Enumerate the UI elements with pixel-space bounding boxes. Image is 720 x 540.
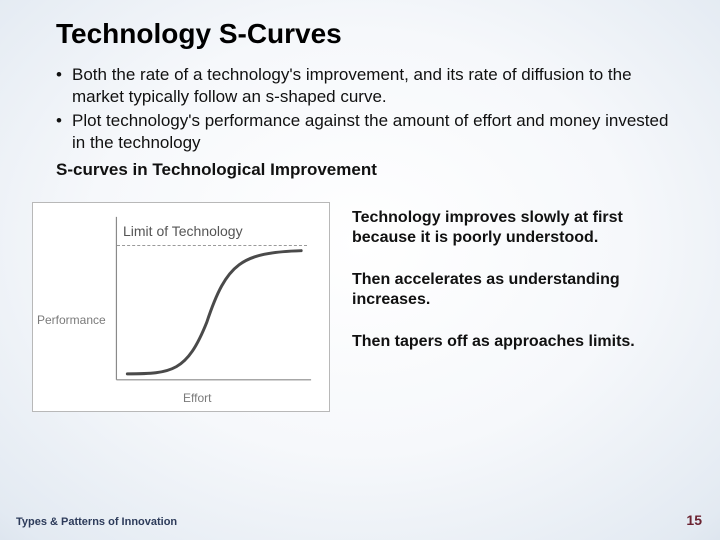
y-axis-label: Performance bbox=[37, 313, 106, 327]
slide: Technology S-Curves Both the rate of a t… bbox=[0, 0, 720, 540]
bullet-list: Both the rate of a technology's improvem… bbox=[56, 64, 682, 154]
content-row: Limit of Technology Performance Effort T… bbox=[56, 202, 682, 412]
side-notes: Technology improves slowly at first beca… bbox=[352, 202, 682, 374]
bullet-item: Both the rate of a technology's improvem… bbox=[56, 64, 682, 108]
bullet-item: Plot technology's performance against th… bbox=[56, 110, 682, 154]
note-paragraph: Then accelerates as understanding increa… bbox=[352, 270, 682, 310]
limit-of-technology-line bbox=[117, 245, 307, 246]
slide-title: Technology S-Curves bbox=[56, 18, 682, 50]
note-paragraph: Then tapers off as approaches limits. bbox=[352, 332, 682, 352]
note-paragraph: Technology improves slowly at first beca… bbox=[352, 208, 682, 248]
footer-left: Types & Patterns of Innovation bbox=[16, 516, 177, 528]
s-curve-chart: Limit of Technology Performance Effort bbox=[32, 202, 330, 412]
page-number: 15 bbox=[686, 512, 702, 528]
s-curve-line bbox=[127, 251, 301, 374]
x-axis-label: Effort bbox=[183, 391, 211, 405]
subheading: S-curves in Technological Improvement bbox=[56, 160, 682, 180]
limit-label: Limit of Technology bbox=[123, 223, 243, 239]
